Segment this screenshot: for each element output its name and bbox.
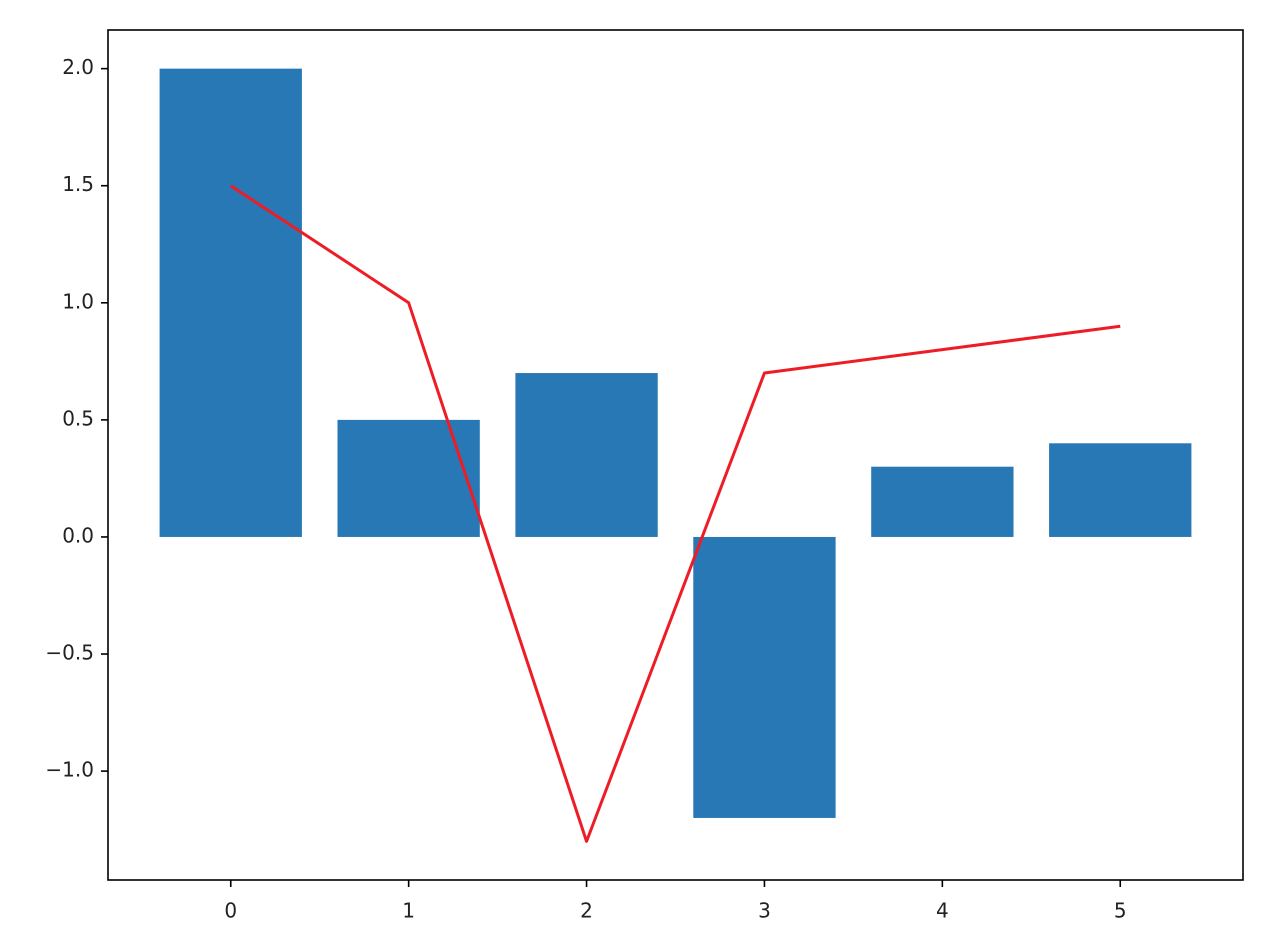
bar (515, 373, 658, 537)
bar (871, 466, 1014, 537)
x-tick-label: 1 (402, 899, 415, 923)
bar (693, 536, 836, 818)
y-tick-label: 0.0 (62, 523, 94, 547)
plot-frame (107, 29, 1244, 881)
x-tick-label: 2 (580, 899, 593, 923)
y-tick-label: −0.5 (45, 641, 94, 665)
bar (337, 419, 480, 537)
line (229, 184, 1121, 843)
bar (1049, 443, 1192, 537)
x-tick-label: 5 (1114, 899, 1127, 923)
bar (159, 68, 302, 537)
x-tick-label: 3 (758, 899, 771, 923)
x-tick-label: 0 (224, 899, 237, 923)
y-tick-label: 1.5 (62, 172, 94, 196)
y-tick-label: 1.0 (62, 289, 94, 313)
y-tick-label: −1.0 (45, 758, 94, 782)
y-tick-label: 2.0 (62, 55, 94, 79)
y-tick-label: 0.5 (62, 406, 94, 430)
x-tick-label: 4 (936, 899, 949, 923)
